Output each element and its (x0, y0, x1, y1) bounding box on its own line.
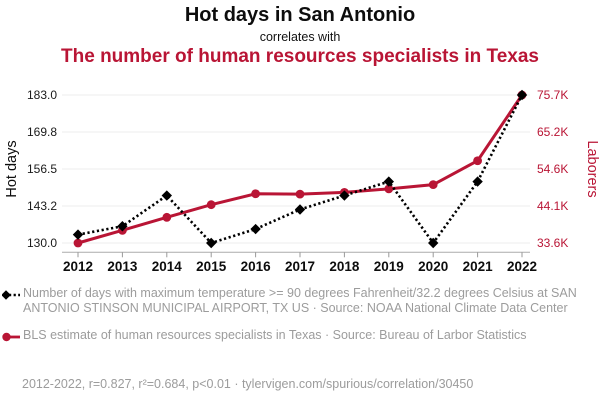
red-circle-solid-line-icon (2, 330, 20, 348)
x-axis-tick-label: 2022 (507, 259, 537, 274)
data-point-circle (295, 189, 305, 199)
data-point-circle (206, 200, 216, 210)
data-point-diamond (294, 204, 306, 215)
left-axis-tick-label: 169.8 (27, 125, 57, 139)
x-axis-tick-label: 2013 (107, 259, 138, 274)
plot-area: 130.0 33.6K 143.2 44.1K 156.5 54.6K 169.8 65.2K… (4, 88, 600, 274)
page-title: Hot days in San Antonio (184, 4, 416, 26)
data-point-diamond (72, 229, 84, 240)
correlates-with-label: correlates with (259, 30, 341, 44)
x-axis-tick-label: 2012 (63, 259, 93, 274)
right-axis-tick-label: 65.2K (537, 125, 568, 139)
black-diamond-dotted-line-icon (1, 288, 20, 306)
x-axis-tick-label: 2018 (329, 259, 360, 274)
right-axis-tick-label: 54.6K (537, 162, 568, 176)
data-point-circle (428, 180, 438, 190)
legend: Number of days with maximum temperature … (1, 286, 596, 361)
legend-item-laborers: BLS estimate of human resources speciali… (2, 328, 596, 348)
x-axis-tick-label: 2016 (241, 259, 272, 274)
data-point-circle (73, 238, 83, 248)
data-point-circle (162, 212, 172, 222)
data-point-diamond (383, 176, 394, 187)
left-axis-title: Hot days (4, 140, 20, 197)
legend-item-hot-days: Number of days with maximum temperature … (1, 286, 596, 315)
data-point-diamond (250, 223, 261, 235)
legend-text-laborers: BLS estimate of human resources speciali… (23, 328, 527, 343)
secondary-title: The number of human resources specialist… (61, 46, 539, 67)
footer-citation: 2012-2022, r=0.827, r²=0.684, p<0.01 · t… (22, 377, 474, 391)
x-axis-tick-label: 2014 (152, 259, 183, 274)
data-point-diamond (516, 89, 528, 101)
data-point-diamond (428, 237, 439, 249)
data-point-diamond (161, 190, 172, 201)
x-axis-tick-label: 2019 (374, 259, 404, 274)
data-point-circle (251, 189, 260, 199)
right-axis-tick-label: 75.7K (537, 88, 568, 102)
x-axis-tick-label: 2020 (418, 259, 448, 274)
legend-text-hot-days: Number of days with maximum temperature … (23, 286, 577, 315)
data-point-circle (384, 184, 394, 194)
data-point-diamond (117, 221, 128, 232)
right-axis-title: Laborers (584, 140, 600, 197)
data-point-diamond (206, 237, 217, 249)
x-axis-tick-label: 2015 (196, 259, 227, 274)
right-axis-tick-label: 33.6K (537, 236, 568, 250)
data-point-diamond (472, 176, 483, 187)
data-point-circle (473, 156, 482, 166)
left-axis-tick-label: 143.2 (27, 199, 57, 213)
x-axis-tick-label: 2017 (285, 259, 315, 274)
right-axis-tick-label: 44.1K (537, 199, 568, 213)
data-point-diamond (339, 190, 350, 201)
x-axis-tick-label: 2021 (463, 259, 494, 274)
left-axis-tick-label: 183.0 (27, 88, 57, 102)
left-axis-tick-label: 156.5 (27, 162, 57, 176)
left-axis-tick-label: 130.0 (27, 236, 57, 250)
